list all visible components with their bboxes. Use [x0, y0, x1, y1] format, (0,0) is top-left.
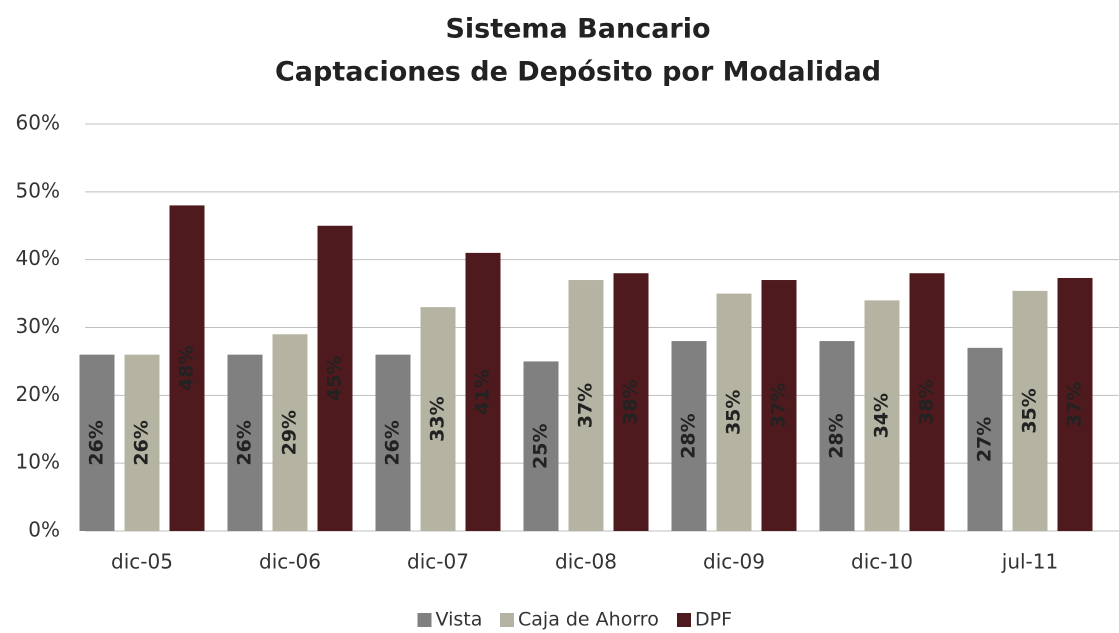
legend-swatch	[677, 613, 691, 627]
bar	[967, 347, 1003, 531]
value-label: 29%	[279, 410, 301, 455]
bar	[1012, 290, 1048, 531]
value-label: 45%	[324, 356, 346, 401]
x-tick-label: dic-09	[703, 550, 765, 574]
bar	[761, 280, 797, 531]
value-label: 25%	[530, 423, 552, 468]
bar	[716, 293, 752, 531]
bar	[227, 354, 263, 531]
bar	[272, 334, 308, 531]
value-label: 37%	[1064, 382, 1086, 427]
bar	[819, 341, 855, 531]
y-tick-label: 20%	[16, 382, 60, 406]
value-label: 37%	[575, 383, 597, 428]
y-tick-label: 0%	[28, 518, 60, 542]
x-tick-label: dic-07	[407, 550, 469, 574]
value-label: 48%	[176, 345, 198, 390]
bar	[568, 280, 604, 531]
bar	[1057, 277, 1093, 531]
legend-label: Caja de Ahorro	[518, 609, 659, 631]
value-label: 28%	[678, 413, 700, 458]
value-label: 26%	[131, 420, 153, 465]
x-tick-label: dic-05	[111, 550, 173, 574]
x-tick-label: dic-08	[555, 550, 617, 574]
x-tick-label: dic-06	[259, 550, 321, 574]
y-tick-label: 50%	[16, 178, 60, 202]
bar	[671, 341, 707, 531]
bar	[613, 273, 649, 531]
bar	[420, 307, 456, 531]
y-tick-label: 60%	[16, 111, 60, 135]
legend-swatch	[500, 613, 514, 627]
value-label: 28%	[826, 413, 848, 458]
value-label: 26%	[234, 420, 256, 465]
y-tick-label: 40%	[16, 246, 60, 270]
bar	[169, 205, 205, 531]
bar	[864, 300, 900, 531]
value-label: 38%	[620, 379, 642, 424]
value-label: 35%	[723, 390, 745, 435]
value-label: 37%	[768, 383, 790, 428]
legend-swatch	[417, 613, 432, 627]
value-label: 26%	[86, 420, 108, 465]
bar	[465, 252, 501, 531]
value-label: 41%	[472, 369, 494, 414]
x-tick-label: dic-10	[851, 550, 913, 574]
value-label: 38%	[916, 379, 938, 424]
bar	[909, 273, 945, 531]
chart-title: Sistema Bancario	[445, 14, 710, 45]
legend-label: DPF	[695, 609, 732, 631]
value-label: 35%	[1019, 388, 1041, 433]
bar	[124, 354, 160, 531]
y-tick-label: 30%	[16, 314, 60, 338]
bar	[79, 354, 115, 531]
value-label: 33%	[427, 396, 449, 441]
bar	[523, 361, 559, 531]
bar	[317, 225, 353, 531]
value-label: 34%	[871, 393, 893, 438]
legend-label: Vista	[436, 609, 483, 631]
value-label: 26%	[382, 420, 404, 465]
value-label: 27%	[974, 417, 996, 462]
chart-subtitle: Captaciones de Depósito por Modalidad	[275, 57, 881, 88]
bar	[375, 354, 411, 531]
y-tick-label: 10%	[16, 450, 60, 474]
x-tick-label: jul-11	[1001, 550, 1058, 574]
